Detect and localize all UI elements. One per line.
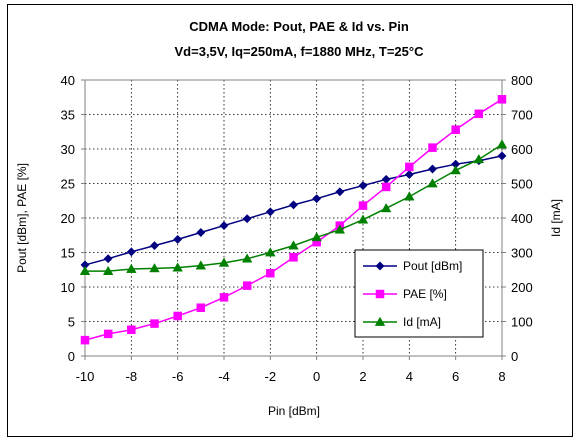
data-point-triangle [102, 265, 114, 275]
data-point-diamond [497, 151, 507, 161]
data-point-triangle [241, 253, 253, 263]
y-tick-label: 20 [61, 211, 75, 226]
data-point-square [173, 311, 182, 321]
legend-swatch-marker [375, 289, 385, 299]
chart-title: CDMA Mode: Pout, PAE & Id vs. Pin [189, 19, 409, 34]
y2-tick-label: 500 [511, 177, 533, 192]
data-point-square [219, 293, 229, 302]
data-point-square [497, 95, 507, 104]
data-point-diamond [149, 241, 160, 251]
ticks-layer: 0510152025303540010020030040050060070080… [61, 73, 533, 384]
y-tick-label: 40 [61, 73, 75, 88]
x-axis-label: Pin [dBm] [268, 404, 320, 418]
y-tick-label: 10 [61, 280, 75, 295]
y-tick-label: 25 [61, 177, 75, 192]
data-point-diamond [288, 200, 299, 210]
y2-tick-label: 0 [511, 349, 518, 364]
data-point-square [103, 329, 113, 339]
data-point-diamond [219, 221, 229, 231]
data-point-triangle [496, 139, 508, 149]
data-point-square [358, 201, 368, 210]
data-point-triangle [79, 265, 91, 275]
data-point-triangle [218, 257, 230, 267]
x-tick-label: -2 [265, 369, 277, 384]
data-point-triangle [172, 262, 183, 272]
chart-border [7, 4, 573, 437]
data-point-diamond [265, 207, 275, 217]
data-point-diamond [427, 164, 438, 174]
x-tick-label: 4 [406, 369, 413, 384]
y2-tick-label: 800 [511, 73, 533, 88]
data-point-triangle [334, 224, 346, 234]
data-point-diamond [103, 254, 113, 264]
data-point-square [150, 319, 159, 328]
y2-tick-label: 600 [511, 142, 533, 157]
y-tick-label: 35 [61, 108, 75, 123]
y2-tick-label: 300 [511, 246, 533, 261]
chart-subtitle: Vd=3,5V, Iq=250mA, f=1880 MHz, T=25°C [175, 44, 425, 59]
y2-tick-label: 200 [511, 280, 533, 295]
legend-entry: PAE [%] [403, 287, 447, 301]
data-point-triangle [149, 263, 160, 273]
legend-entry: Pout [dBm] [403, 259, 462, 273]
series-layer [79, 95, 508, 345]
y2-tick-label: 100 [511, 315, 533, 330]
x-tick-label: -6 [172, 369, 184, 384]
legend: Pout [dBm] PAE [%] Id [mA] [354, 249, 484, 338]
data-point-triangle [473, 154, 485, 164]
data-point-diamond [358, 181, 368, 191]
data-point-square [474, 109, 484, 119]
x-tick-label: 0 [313, 369, 320, 384]
x-tick-label: 8 [498, 369, 505, 384]
data-point-diamond [173, 234, 183, 244]
data-point-square [289, 253, 298, 262]
x-tick-label: 2 [359, 369, 366, 384]
y-tick-label: 30 [61, 142, 75, 157]
y2-tick-label: 700 [511, 108, 533, 123]
y-axis-label: Pout [dBm], PAE [%] [15, 163, 29, 273]
data-point-diamond [404, 169, 414, 180]
y-tick-label: 5 [68, 315, 75, 330]
data-point-triangle [357, 214, 369, 224]
data-point-square [428, 143, 437, 152]
data-point-diamond [242, 214, 252, 224]
data-point-triangle [126, 263, 137, 273]
legend-swatch-marker [374, 316, 386, 326]
data-point-diamond [126, 247, 136, 257]
data-point-triangle [404, 191, 415, 201]
data-point-square [451, 125, 460, 134]
data-point-triangle [195, 260, 207, 270]
data-point-diamond [312, 194, 322, 204]
data-point-triangle [288, 240, 299, 250]
data-point-diamond [335, 187, 345, 197]
legend-swatch-marker [375, 261, 385, 271]
data-point-diamond [196, 227, 206, 238]
data-point-triangle [380, 203, 392, 213]
x-tick-label: -10 [76, 369, 95, 384]
y-tick-label: 15 [61, 246, 75, 261]
data-point-triangle [427, 178, 438, 188]
x-tick-label: 6 [452, 369, 459, 384]
y2-axis-label: Id [mA] [549, 199, 563, 237]
x-tick-label: -4 [218, 369, 230, 384]
data-point-square [266, 268, 275, 278]
data-point-square [405, 162, 414, 172]
y-tick-label: 0 [68, 349, 75, 364]
data-point-square [80, 335, 90, 345]
y2-tick-label: 400 [511, 211, 533, 226]
data-point-square [242, 281, 252, 290]
x-tick-label: -8 [126, 369, 138, 384]
data-point-triangle [450, 165, 461, 175]
legend-entry: Id [mA] [403, 315, 441, 329]
data-point-square [381, 182, 391, 192]
data-point-triangle [311, 232, 322, 242]
data-point-triangle [265, 247, 276, 257]
data-point-square [196, 303, 206, 312]
data-point-square [127, 325, 136, 335]
